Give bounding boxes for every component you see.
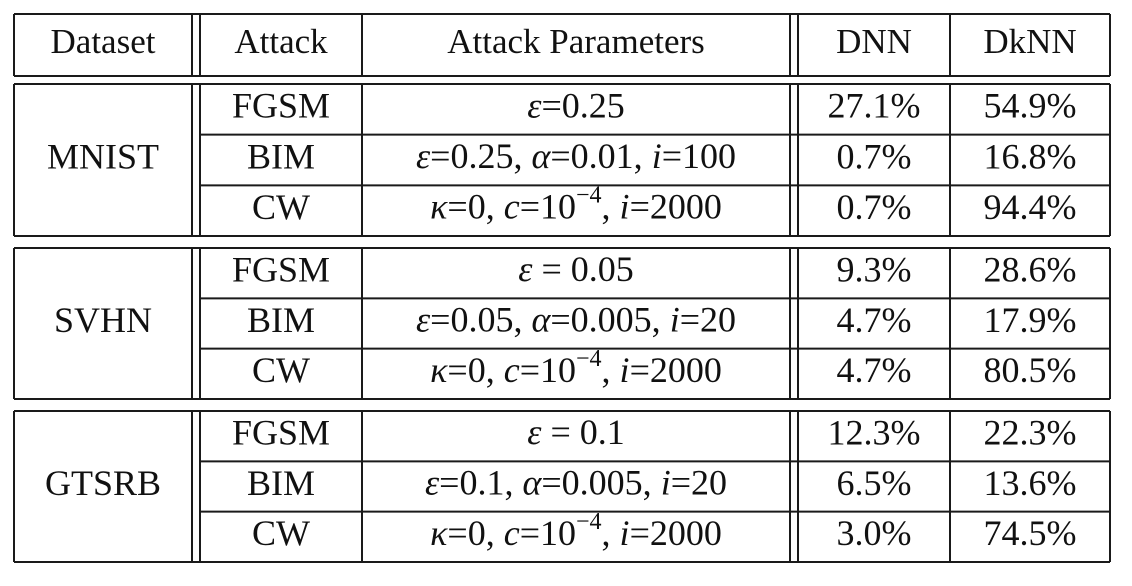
param-fragment: =10 xyxy=(520,350,576,390)
param-fragment: c xyxy=(504,513,520,553)
param-fragment: =0.25, xyxy=(430,136,531,176)
param-fragment: =20 xyxy=(671,463,727,503)
dknn-accuracy: 17.9% xyxy=(984,300,1077,340)
param-fragment: = 0.05 xyxy=(532,249,633,289)
attack-parameters: ε=0.1, α=0.005, i=20 xyxy=(425,463,727,503)
dnn-accuracy: 12.3% xyxy=(828,412,921,452)
param-fragment: i xyxy=(620,350,630,390)
param-fragment: κ xyxy=(430,513,448,553)
param-fragment: ε xyxy=(425,463,440,503)
param-fragment: i xyxy=(620,187,630,227)
param-fragment: = 0.1 xyxy=(541,412,624,452)
attack-name: FGSM xyxy=(232,86,330,126)
header-dataset: Dataset xyxy=(51,22,156,61)
dknn-accuracy: 16.8% xyxy=(984,136,1077,176)
param-fragment: =0.1, xyxy=(439,463,522,503)
param-fragment: =2000 xyxy=(630,350,722,390)
param-fragment: , xyxy=(602,513,620,553)
dnn-accuracy: 0.7% xyxy=(837,187,912,227)
header-dnn: DNN xyxy=(836,22,912,61)
attack-name: CW xyxy=(252,350,310,390)
dnn-accuracy: 27.1% xyxy=(828,86,921,126)
param-fragment: =0, xyxy=(447,350,503,390)
param-fragment: κ xyxy=(430,187,448,227)
dnn-accuracy: 3.0% xyxy=(837,513,912,553)
param-fragment: κ xyxy=(430,350,448,390)
dataset-name: GTSRB xyxy=(45,463,161,503)
param-fragment: =100 xyxy=(662,136,736,176)
param-fragment: c xyxy=(504,187,520,227)
param-fragment: , xyxy=(602,350,620,390)
param-fragment: =10 xyxy=(520,187,576,227)
param-fragment: =0.005, xyxy=(550,300,669,340)
param-fragment: ε xyxy=(416,136,431,176)
attack-name: CW xyxy=(252,187,310,227)
param-fragment: α xyxy=(531,300,551,340)
header-attack-parameters: Attack Parameters xyxy=(447,22,705,61)
dknn-accuracy: 74.5% xyxy=(984,513,1077,553)
param-fragment: i xyxy=(661,463,671,503)
table-cells: Dataset Attack Attack Parameters DNN DkNN MNI… xyxy=(45,22,1077,553)
param-fragment: , xyxy=(602,187,620,227)
param-fragment: =0, xyxy=(447,513,503,553)
param-fragment: =0.01, xyxy=(550,136,651,176)
dknn-accuracy: 28.6% xyxy=(984,249,1077,289)
param-fragment: −4 xyxy=(576,182,602,208)
attack-parameters: ε = 0.1 xyxy=(527,412,625,452)
param-fragment: c xyxy=(504,350,520,390)
attack-parameters: ε=0.25 xyxy=(527,86,625,126)
dknn-accuracy: 13.6% xyxy=(984,463,1077,503)
attack-name: FGSM xyxy=(232,249,330,289)
dknn-accuracy: 94.4% xyxy=(984,187,1077,227)
param-fragment: −4 xyxy=(576,508,602,534)
param-fragment: =0.05, xyxy=(430,300,531,340)
param-fragment: ε xyxy=(518,249,533,289)
attack-name: BIM xyxy=(247,136,315,176)
attack-parameters: κ=0, c=10−4, i=2000 xyxy=(430,182,722,227)
table-rules xyxy=(13,13,1111,563)
attack-name: CW xyxy=(252,513,310,553)
header-dknn: DkNN xyxy=(983,22,1076,61)
dnn-accuracy: 6.5% xyxy=(837,463,912,503)
attack-name: FGSM xyxy=(232,412,330,452)
param-fragment: i xyxy=(620,513,630,553)
dknn-accuracy: 54.9% xyxy=(984,86,1077,126)
dknn-accuracy: 22.3% xyxy=(984,412,1077,452)
attack-parameters: ε=0.05, α=0.005, i=20 xyxy=(416,300,736,340)
attack-name: BIM xyxy=(247,300,315,340)
dnn-accuracy: 9.3% xyxy=(837,249,912,289)
param-fragment: =20 xyxy=(680,300,736,340)
attack-name: BIM xyxy=(247,463,315,503)
dnn-accuracy: 4.7% xyxy=(837,300,912,340)
param-fragment: =10 xyxy=(520,513,576,553)
param-fragment: ε xyxy=(416,300,431,340)
dataset-name: SVHN xyxy=(54,300,152,340)
param-fragment: ε xyxy=(527,86,542,126)
param-fragment: =2000 xyxy=(630,187,722,227)
attack-parameters: ε = 0.05 xyxy=(518,249,634,289)
param-fragment: i xyxy=(670,300,680,340)
dnn-accuracy: 0.7% xyxy=(837,136,912,176)
param-fragment: =2000 xyxy=(630,513,722,553)
dataset-name: MNIST xyxy=(47,136,159,176)
param-fragment: =0.25 xyxy=(541,86,624,126)
param-fragment: ε xyxy=(527,412,542,452)
attack-parameters: κ=0, c=10−4, i=2000 xyxy=(430,508,722,553)
param-fragment: α xyxy=(522,463,542,503)
param-fragment: i xyxy=(652,136,662,176)
param-fragment: =0, xyxy=(447,187,503,227)
param-fragment: =0.005, xyxy=(541,463,660,503)
attack-parameters: κ=0, c=10−4, i=2000 xyxy=(430,345,722,390)
dnn-accuracy: 4.7% xyxy=(837,350,912,390)
header-attack: Attack xyxy=(234,22,328,61)
attack-parameters: ε=0.25, α=0.01, i=100 xyxy=(416,136,736,176)
param-fragment: −4 xyxy=(576,345,602,371)
dknn-accuracy: 80.5% xyxy=(984,350,1077,390)
param-fragment: α xyxy=(531,136,551,176)
